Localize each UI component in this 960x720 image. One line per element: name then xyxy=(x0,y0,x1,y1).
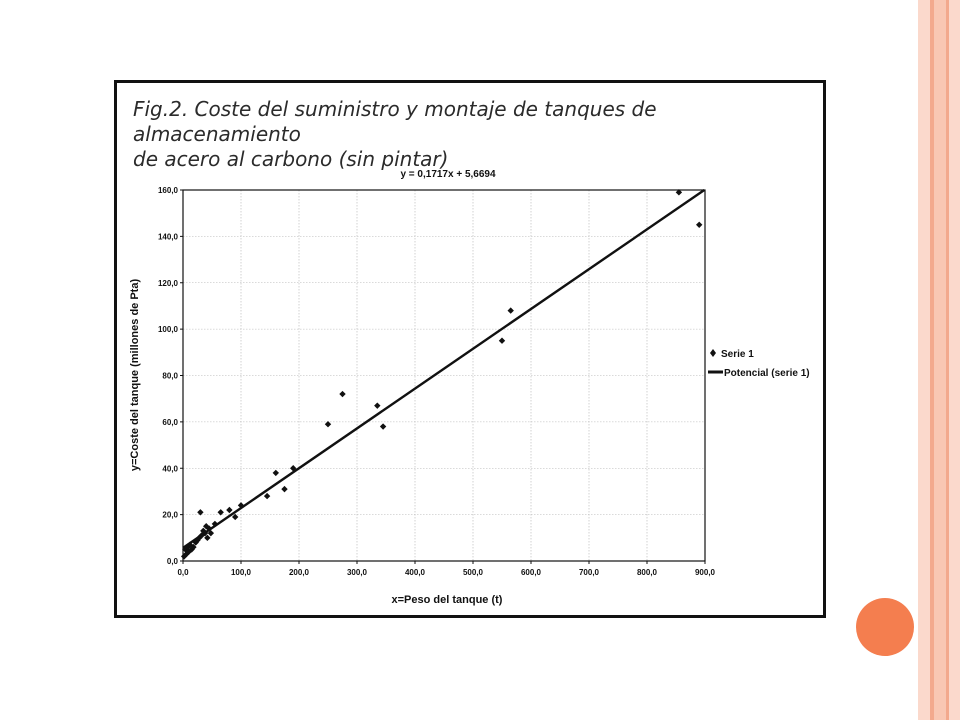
x-tick-label: 600,0 xyxy=(521,568,542,577)
grid-layer xyxy=(183,190,705,561)
legend-label-potencial: Potencial (serie 1) xyxy=(724,368,810,379)
x-tick-label: 200,0 xyxy=(289,568,310,577)
data-point xyxy=(205,525,213,532)
decorative-stripe-4 xyxy=(946,0,949,720)
x-tick-label: 300,0 xyxy=(347,568,368,577)
points-layer xyxy=(180,189,703,560)
x-tick-label: 400,0 xyxy=(405,568,426,577)
x-tick-label: 0,0 xyxy=(177,568,189,577)
data-point xyxy=(226,506,233,514)
trendline-equation: y = 0,1717x + 5,6694 xyxy=(400,169,496,180)
figure-title: Fig.2. Coste del suministro y montaje de… xyxy=(133,97,813,172)
x-tick-label: 900,0 xyxy=(695,568,716,577)
data-point xyxy=(211,520,219,528)
decorative-stripe-3 xyxy=(934,0,946,720)
decorative-orange-circle xyxy=(856,598,914,656)
figure-frame: Fig.2. Coste del suministro y montaje de… xyxy=(114,80,826,618)
y-tick-label: 80,0 xyxy=(162,372,178,381)
figure-title-line-1: Fig.2. Coste del suministro y montaje de… xyxy=(133,97,657,146)
legend: Serie 1 Potencial (serie 1) xyxy=(708,349,810,379)
x-tick-label: 700,0 xyxy=(579,568,600,577)
data-point xyxy=(190,543,197,551)
y-tick-label: 40,0 xyxy=(162,464,178,473)
data-point xyxy=(339,390,346,398)
y-axis-label: y=Coste del tanque (millones de Pta) xyxy=(129,279,141,472)
legend-marker-serie-1 xyxy=(710,349,716,357)
data-point xyxy=(374,402,381,409)
tick-labels: 0,0 100,0 200,0 300,0 400,0 500,0 600,0 700,0 80… xyxy=(158,186,716,577)
x-tick-label: 800,0 xyxy=(637,568,658,577)
data-point xyxy=(379,423,387,430)
data-point xyxy=(197,509,204,516)
trendline-layer xyxy=(182,189,706,549)
data-point xyxy=(324,420,332,428)
data-point xyxy=(272,469,279,477)
data-point xyxy=(675,189,683,196)
data-point xyxy=(290,465,297,472)
legend-label-serie-1: Serie 1 xyxy=(721,349,754,360)
y-tick-label: 20,0 xyxy=(162,511,178,520)
data-point xyxy=(263,492,271,500)
data-point xyxy=(204,534,211,542)
data-point xyxy=(232,513,239,521)
figure-title-line-2: de acero al carbono (sin pintar) xyxy=(133,147,449,171)
data-point xyxy=(498,337,506,344)
y-tick-label: 100,0 xyxy=(158,325,179,334)
decorative-stripe-1 xyxy=(918,0,930,720)
data-point xyxy=(507,307,514,314)
x-tick-label: 500,0 xyxy=(463,568,484,577)
decorative-stripe-5 xyxy=(949,0,960,720)
x-tick-label: 100,0 xyxy=(231,568,252,577)
data-point xyxy=(198,532,205,539)
data-point xyxy=(217,509,224,516)
y-tick-label: 160,0 xyxy=(158,186,179,195)
y-tick-label: 120,0 xyxy=(158,279,179,288)
data-point xyxy=(281,485,288,493)
scatter-chart: 0,0 100,0 200,0 300,0 400,0 500,0 600,0 700,0 80… xyxy=(129,169,810,606)
data-point xyxy=(696,221,703,228)
trendline-potencial xyxy=(182,189,706,549)
decorative-stripe-2 xyxy=(930,0,934,720)
y-tick-label: 140,0 xyxy=(158,232,179,241)
data-point xyxy=(196,534,203,542)
y-tick-label: 60,0 xyxy=(162,418,178,427)
x-axis-label: x=Peso del tanque (t) xyxy=(392,594,503,606)
y-tick-label: 0,0 xyxy=(167,557,179,566)
